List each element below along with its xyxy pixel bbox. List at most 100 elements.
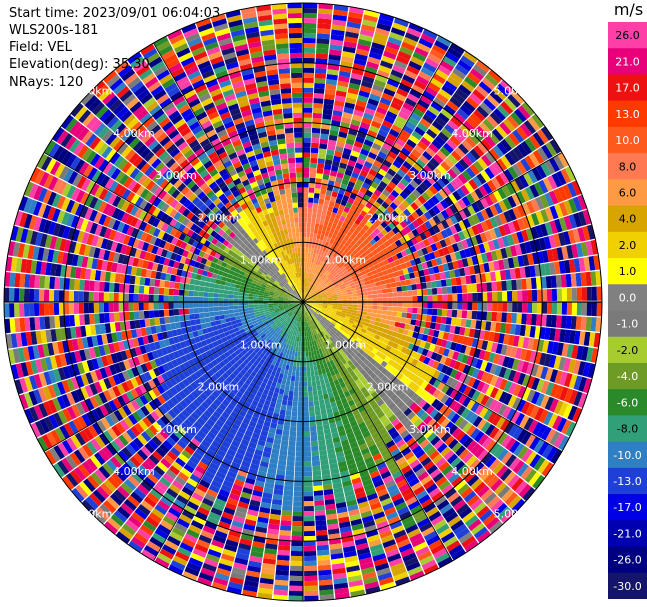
velocity-gate <box>290 426 297 432</box>
velocity-gate <box>452 68 467 80</box>
velocity-gate <box>369 125 380 134</box>
velocity-gate <box>306 282 309 288</box>
velocity-gate <box>396 88 409 98</box>
velocity-gate <box>365 134 376 143</box>
velocity-gate <box>394 259 401 266</box>
velocity-gate <box>376 309 383 315</box>
velocity-gate <box>342 51 355 59</box>
velocity-gate <box>536 165 547 179</box>
velocity-gate <box>447 302 453 310</box>
velocity-gate <box>476 105 489 118</box>
velocity-gate <box>335 247 341 254</box>
velocity-gate <box>500 101 514 115</box>
velocity-gate <box>310 162 317 169</box>
velocity-gate <box>360 270 367 276</box>
velocity-gate <box>303 351 306 357</box>
velocity-gate <box>467 204 476 216</box>
velocity-gate <box>538 179 549 194</box>
velocity-gate <box>377 224 385 232</box>
velocity-gate <box>316 276 321 282</box>
velocity-gate <box>451 150 462 162</box>
velocity-gate <box>331 233 337 240</box>
velocity-gate <box>388 229 396 238</box>
velocity-gate <box>279 449 288 456</box>
velocity-gate <box>283 490 294 497</box>
velocity-gate <box>311 279 315 285</box>
velocity-gate <box>365 156 375 165</box>
velocity-gate <box>292 401 298 407</box>
velocity-gate <box>314 510 326 516</box>
velocity-gate <box>305 336 308 342</box>
velocity-gate <box>313 287 318 292</box>
velocity-gate <box>423 165 433 175</box>
velocity-gate <box>322 268 327 274</box>
velocity-gate <box>398 257 406 265</box>
velocity-gate <box>376 289 383 294</box>
velocity-gate <box>450 179 460 191</box>
velocity-gate <box>374 263 381 270</box>
velocity-gate <box>412 107 425 118</box>
velocity-gate <box>370 231 377 239</box>
velocity-gate <box>306 295 311 300</box>
velocity-gate <box>349 246 356 253</box>
velocity-gate <box>401 199 410 209</box>
velocity-gate <box>375 172 384 181</box>
velocity-gate <box>370 164 380 173</box>
velocity-gate <box>356 43 371 52</box>
velocity-gate <box>486 311 493 321</box>
velocity-gate <box>358 153 368 161</box>
velocity-gate <box>288 590 303 596</box>
velocity-gate <box>382 247 390 255</box>
velocity-gate <box>453 201 463 212</box>
velocity-gate <box>451 285 458 294</box>
velocity-gate <box>320 250 326 257</box>
velocity-gate <box>467 302 473 311</box>
velocity-gate <box>346 213 353 220</box>
velocity-gate <box>314 253 319 260</box>
velocity-gate <box>328 275 334 280</box>
velocity-gate <box>549 139 562 154</box>
velocity-gate <box>287 400 293 407</box>
velocity-gate <box>329 286 335 290</box>
velocity-gate <box>431 287 438 295</box>
velocity-gate <box>524 155 536 169</box>
velocity-gate <box>322 174 330 180</box>
velocity-gate <box>474 188 484 200</box>
velocity-gate <box>335 287 341 292</box>
velocity-gate <box>327 260 333 266</box>
velocity-gate <box>449 204 458 215</box>
velocity-gate <box>411 84 425 95</box>
velocity-gate <box>317 265 321 271</box>
velocity-gate <box>386 205 395 214</box>
velocity-gate <box>376 285 382 290</box>
velocity-gate <box>324 277 329 282</box>
velocity-gate <box>406 27 422 38</box>
velocity-gate <box>304 585 319 591</box>
velocity-gate <box>423 132 434 143</box>
velocity-gate <box>438 189 448 199</box>
velocity-gate <box>456 285 463 294</box>
velocity-gate <box>385 155 395 164</box>
velocity-gate <box>384 233 392 241</box>
velocity-gate <box>430 243 438 252</box>
velocity-gate <box>377 232 385 239</box>
velocity-gate <box>325 154 334 161</box>
velocity-gate <box>308 351 312 357</box>
velocity-gate <box>288 365 293 371</box>
velocity-gate <box>391 311 398 317</box>
velocity-gate <box>491 281 497 292</box>
velocity-gate <box>307 283 311 288</box>
velocity-gate <box>303 476 313 482</box>
velocity-gate <box>333 105 344 112</box>
velocity-gate <box>307 298 313 301</box>
velocity-gate <box>382 302 388 307</box>
velocity-gate <box>351 263 358 270</box>
velocity-gate <box>446 286 453 294</box>
velocity-gate <box>546 289 553 301</box>
velocity-gate <box>337 279 343 284</box>
velocity-gate <box>372 176 382 185</box>
velocity-gate <box>454 147 466 158</box>
velocity-gate <box>426 161 437 172</box>
velocity-gate <box>372 37 387 46</box>
velocity-gate <box>414 47 429 58</box>
